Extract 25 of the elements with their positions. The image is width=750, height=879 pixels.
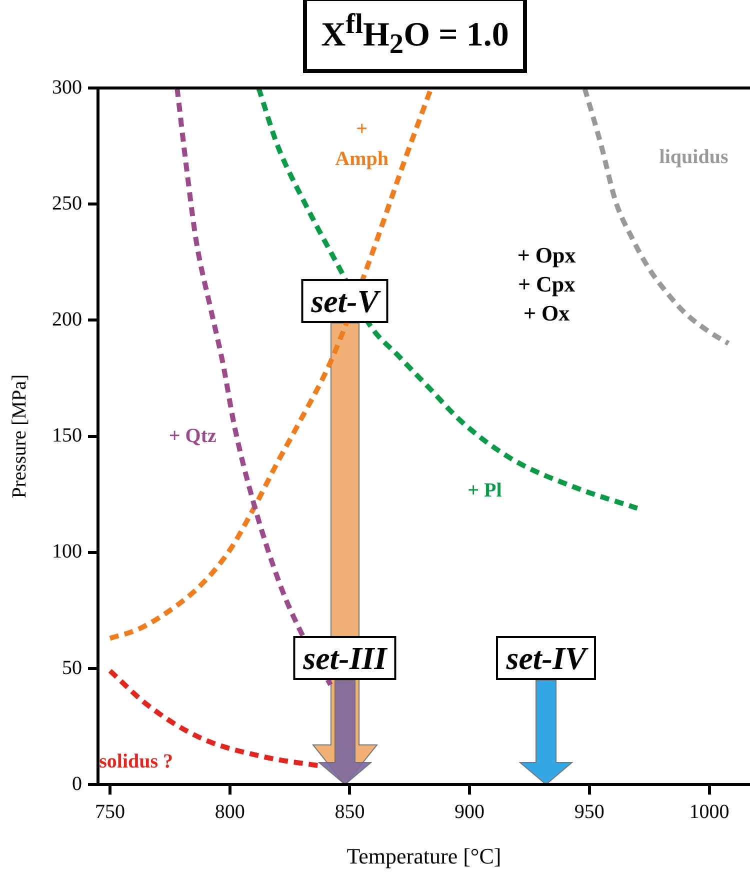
y-tick-label: 300 [52, 76, 82, 98]
y-tick-label: 100 [52, 540, 82, 563]
chart-title: X$^{fl}$H$_{2}$O = 1.0 [303, 0, 527, 74]
series-label: + Pl [468, 480, 502, 502]
x-tick-label: 1000 [689, 800, 730, 823]
text: liquidus [659, 146, 728, 168]
y-axis-title: Pressure [MPa] [8, 374, 30, 498]
series-label: + Qtz [168, 425, 216, 448]
x-tick-label: 950 [574, 800, 604, 823]
annotation: set-III [293, 636, 397, 680]
x-tick-label: 900 [454, 800, 485, 823]
x-tick-label: 850 [334, 800, 365, 823]
annotation: + Opx + Cpx + Ox [517, 242, 576, 326]
y-tick-label: 150 [52, 424, 82, 447]
series-label: + Amph [335, 118, 389, 170]
y-tick-label: 0 [72, 772, 82, 795]
x-tick-label: 800 [214, 800, 245, 823]
y-tick-label: 50 [62, 656, 82, 679]
y-tick-label: 250 [52, 192, 82, 214]
y-tick-label: 200 [52, 308, 82, 330]
series-label: solidus ? [99, 750, 174, 772]
x-tick-label: 750 [94, 800, 125, 823]
annotation: set-IV [496, 636, 596, 680]
annotation: set-V [301, 278, 389, 323]
x-axis-title: Temperature [°C] [346, 844, 502, 869]
